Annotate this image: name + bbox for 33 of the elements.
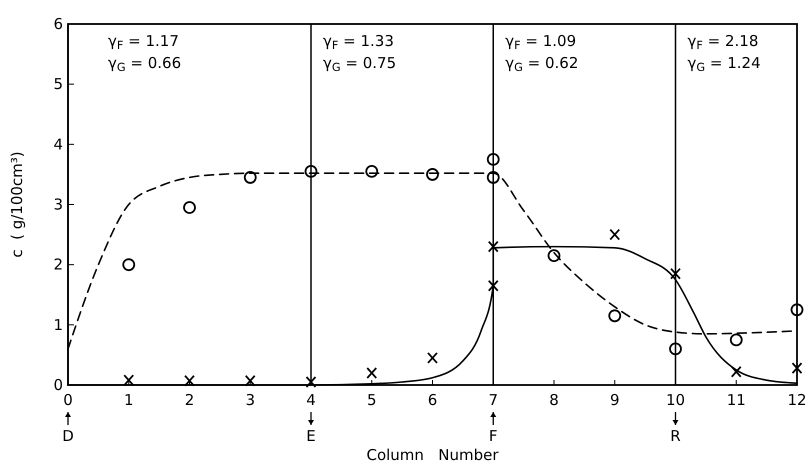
ref-line-label: R: [670, 427, 681, 445]
ref-line-label: E: [306, 427, 316, 445]
annotation: γ$_{G}$ = 0.66: [108, 54, 182, 74]
annotation: γ$_{F}$ = 1.33: [323, 32, 394, 52]
y-tick-label: 6: [53, 15, 63, 33]
annotation: γ$_{G}$ = 1.24: [688, 54, 761, 74]
x-axis-title: Column Number: [366, 446, 500, 464]
x-tick-label: 1: [124, 391, 134, 409]
y-tick-label: 2: [53, 256, 63, 274]
y-axis-title: c ( g/100cm³): [8, 151, 26, 258]
ref-line-label: D: [62, 427, 74, 445]
y-tick-label: 0: [53, 376, 63, 394]
x-tick-label: 5: [366, 391, 377, 409]
x-tick-label: 2: [184, 391, 194, 409]
x-tick-label: 11: [726, 391, 746, 409]
y-tick-label: 4: [53, 135, 63, 154]
x-tick-label: 9: [610, 391, 620, 409]
x-tick-label: 6: [428, 391, 438, 409]
annotation: γ$_{G}$ = 0.75: [323, 54, 396, 74]
annotation: γ$_{G}$ = 0.62: [505, 54, 578, 74]
x-tick-label: 7: [488, 391, 498, 409]
y-tick-label: 3: [53, 196, 63, 214]
annotation: γ$_{F}$ = 2.18: [688, 32, 758, 52]
y-tick-label: 5: [53, 75, 63, 94]
x-tick-label: 12: [787, 391, 806, 409]
annotation: γ$_{F}$ = 1.17: [108, 32, 179, 52]
x-tick-label: 4: [306, 391, 316, 409]
x-tick-label: 10: [666, 391, 686, 409]
x-tick-label: 8: [549, 391, 559, 409]
annotation: γ$_{F}$ = 1.09: [505, 32, 576, 52]
y-tick-label: 1: [53, 316, 63, 334]
ref-line-label: F: [488, 427, 498, 445]
x-tick-label: 3: [245, 391, 256, 409]
